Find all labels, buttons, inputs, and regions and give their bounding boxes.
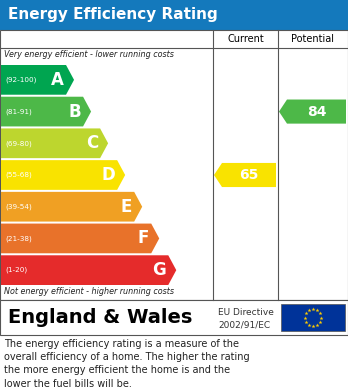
Text: Not energy efficient - higher running costs: Not energy efficient - higher running co…: [4, 287, 174, 296]
Polygon shape: [1, 128, 108, 158]
Text: (81-91): (81-91): [5, 108, 32, 115]
Polygon shape: [1, 97, 91, 126]
Text: B: B: [69, 102, 81, 120]
Text: Very energy efficient - lower running costs: Very energy efficient - lower running co…: [4, 50, 174, 59]
Text: England & Wales: England & Wales: [8, 308, 192, 327]
Text: C: C: [86, 134, 98, 152]
Text: 2002/91/EC: 2002/91/EC: [218, 320, 270, 329]
Polygon shape: [1, 224, 159, 253]
Text: EU Directive: EU Directive: [218, 308, 274, 317]
Text: (39-54): (39-54): [5, 203, 32, 210]
Text: Potential: Potential: [292, 34, 334, 44]
Bar: [0, 30, 348, 300]
Polygon shape: [1, 160, 125, 190]
Text: (1-20): (1-20): [5, 267, 27, 273]
Bar: [0, 0, 348, 30]
Polygon shape: [1, 192, 142, 222]
Polygon shape: [214, 163, 276, 187]
Polygon shape: [1, 255, 176, 285]
Bar: [0, 300, 348, 335]
Text: 65: 65: [239, 168, 259, 182]
Bar: [281, 304, 345, 331]
Polygon shape: [279, 100, 346, 124]
Text: 84: 84: [307, 104, 326, 118]
Text: G: G: [152, 261, 166, 279]
Text: E: E: [121, 198, 132, 216]
Text: (92-100): (92-100): [5, 77, 37, 83]
Polygon shape: [1, 65, 74, 95]
Text: (69-80): (69-80): [5, 140, 32, 147]
Text: (55-68): (55-68): [5, 172, 32, 178]
Text: F: F: [138, 230, 149, 248]
Text: Current: Current: [227, 34, 264, 44]
Text: A: A: [51, 71, 64, 89]
Text: Energy Efficiency Rating: Energy Efficiency Rating: [8, 7, 218, 23]
Text: D: D: [101, 166, 115, 184]
Text: The energy efficiency rating is a measure of the
overall efficiency of a home. T: The energy efficiency rating is a measur…: [4, 339, 250, 389]
Text: (21-38): (21-38): [5, 235, 32, 242]
